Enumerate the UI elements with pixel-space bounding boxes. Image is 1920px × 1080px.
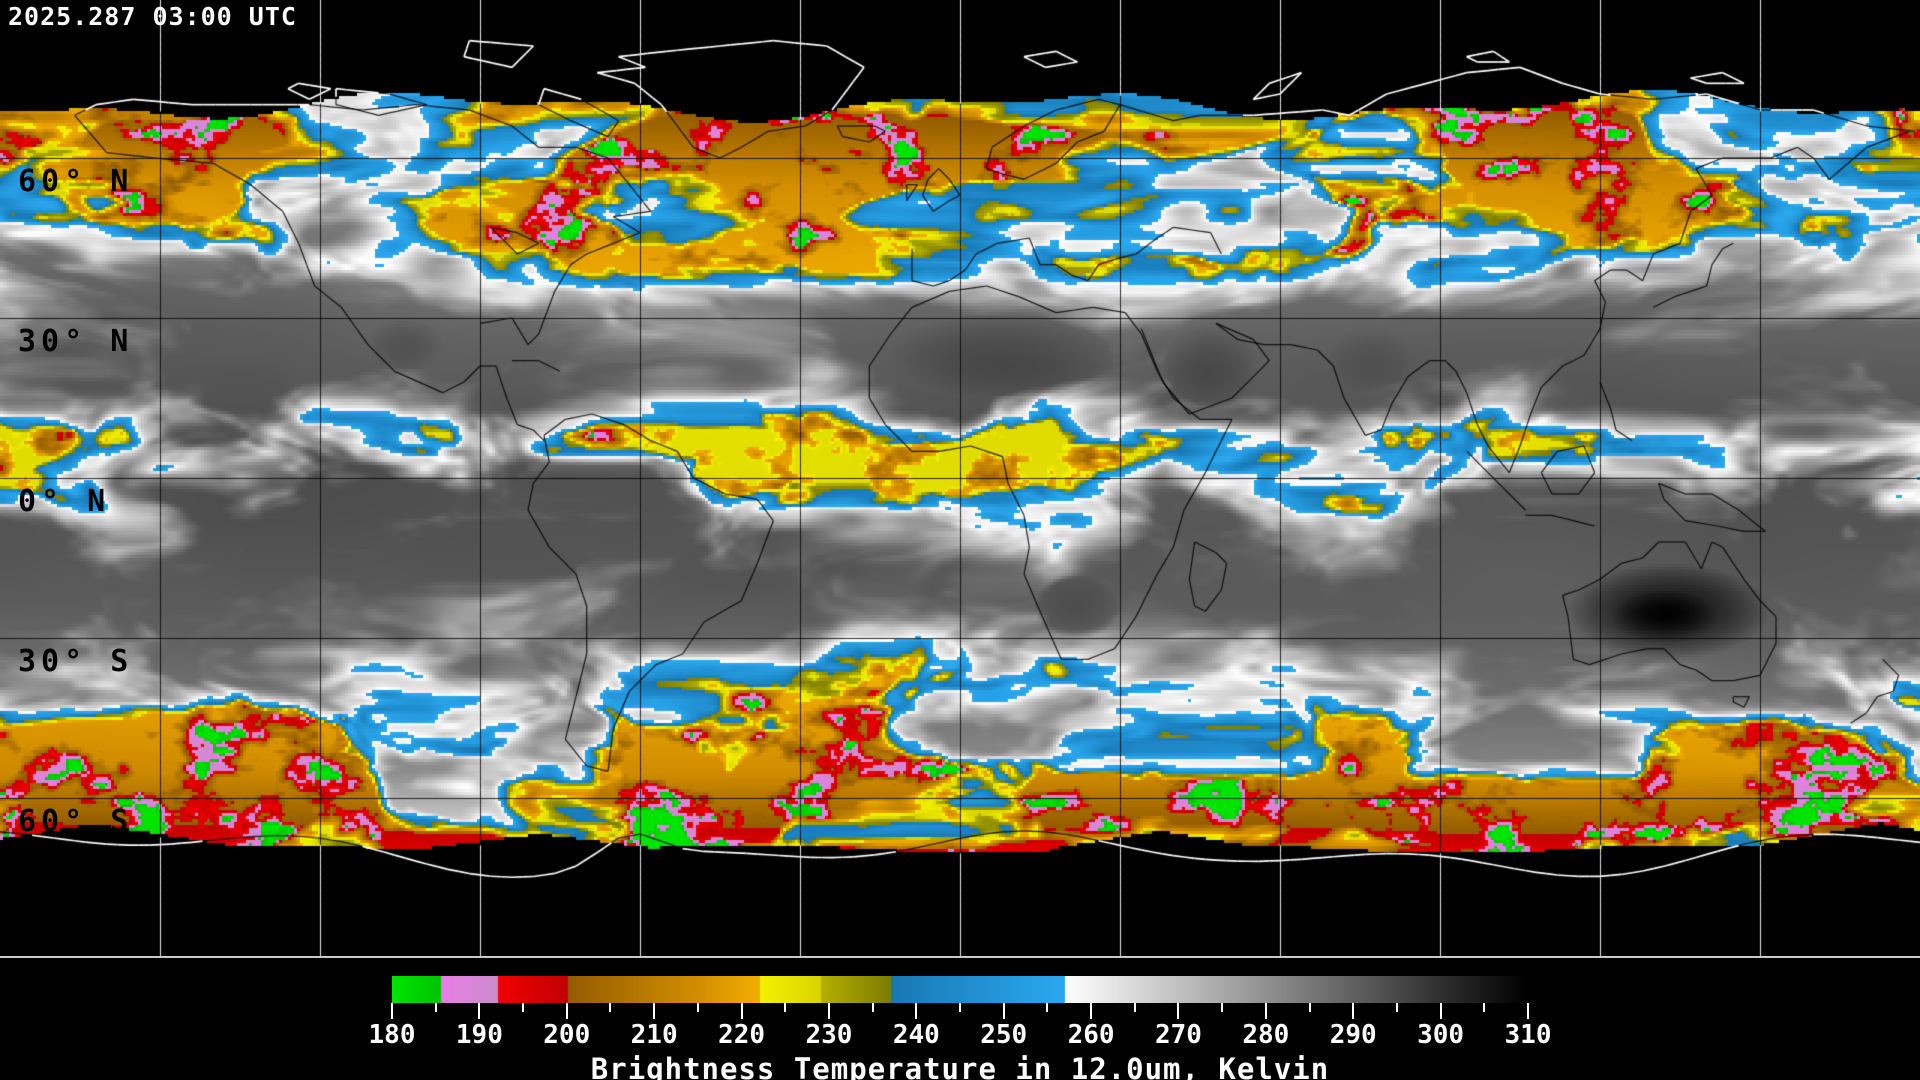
colorbar-tick-label: 230 [805, 1020, 853, 1050]
latitude-label-60n: 60° N [18, 164, 134, 199]
colorbar-tick-label: 210 [630, 1020, 678, 1050]
latitude-label-0n: 0° N [18, 484, 111, 519]
colorbar-major-tick [1264, 1003, 1267, 1019]
colorbar-major-tick [1527, 1003, 1529, 1019]
colorbar-tick-label: 260 [1067, 1020, 1115, 1050]
colorbar-major-tick [1090, 1003, 1093, 1019]
colorbar-major-tick [827, 1003, 830, 1019]
colorbar-minor-tick [871, 1003, 874, 1012]
colorbar-tick-label: 180 [368, 1020, 416, 1050]
colorbar-tick-label: 240 [892, 1020, 940, 1050]
colorbar-tick-label: 290 [1329, 1020, 1377, 1050]
colorbar-tick-label: 250 [980, 1020, 1028, 1050]
colorbar-major-tick [1352, 1003, 1355, 1019]
colorbar-major-tick [653, 1003, 656, 1019]
colorbar-tick-label: 300 [1417, 1020, 1465, 1050]
colorbar-minor-tick [609, 1003, 612, 1012]
latitude-label-60s: 60° S [18, 804, 134, 839]
colorbar-minor-tick [696, 1003, 699, 1012]
map-bottom-frame [0, 956, 1920, 958]
colorbar-major-tick [1439, 1003, 1442, 1019]
colorbar-major-tick [391, 1003, 393, 1019]
timestamp-label: 2025.287 03:00 UTC [8, 2, 297, 31]
colorbar-minor-tick [522, 1003, 525, 1012]
global-brightness-temperature-map [0, 0, 1920, 958]
colorbar-tick-label: 190 [455, 1020, 503, 1050]
colorbar-gradient [392, 976, 1528, 1003]
colorbar-tick-label: 200 [543, 1020, 591, 1050]
colorbar-minor-tick [1046, 1003, 1049, 1012]
colorbar-caption: Brightness Temperature in 12.0um, Kelvin [590, 1052, 1330, 1080]
colorbar: 180 190 200 210 220 230 240 250 260 270 280 290 300 3… [369, 976, 1551, 1080]
colorbar-tick-label: 310 [1504, 1020, 1552, 1050]
colorbar-minor-tick [959, 1003, 961, 1012]
colorbar-major-tick [478, 1003, 481, 1019]
colorbar-minor-tick [1221, 1003, 1224, 1012]
colorbar-major-tick [1002, 1003, 1005, 1019]
latitude-label-30s: 30° S [18, 644, 134, 679]
colorbar-major-tick [1177, 1003, 1180, 1019]
colorbar-major-tick [740, 1003, 743, 1019]
colorbar-minor-tick [1395, 1003, 1398, 1012]
colorbar-tick-label: 220 [718, 1020, 766, 1050]
colorbar-minor-tick [1483, 1003, 1486, 1012]
colorbar-tick-label: 270 [1154, 1020, 1202, 1050]
colorbar-minor-tick [1133, 1003, 1136, 1012]
colorbar-minor-tick [1308, 1003, 1311, 1012]
colorbar-tick-label: 280 [1242, 1020, 1290, 1050]
latitude-label-30n: 30° N [18, 324, 134, 359]
colorbar-minor-tick [434, 1003, 437, 1012]
colorbar-major-tick [565, 1003, 568, 1019]
colorbar-minor-tick [784, 1003, 787, 1012]
colorbar-major-tick [915, 1003, 918, 1019]
